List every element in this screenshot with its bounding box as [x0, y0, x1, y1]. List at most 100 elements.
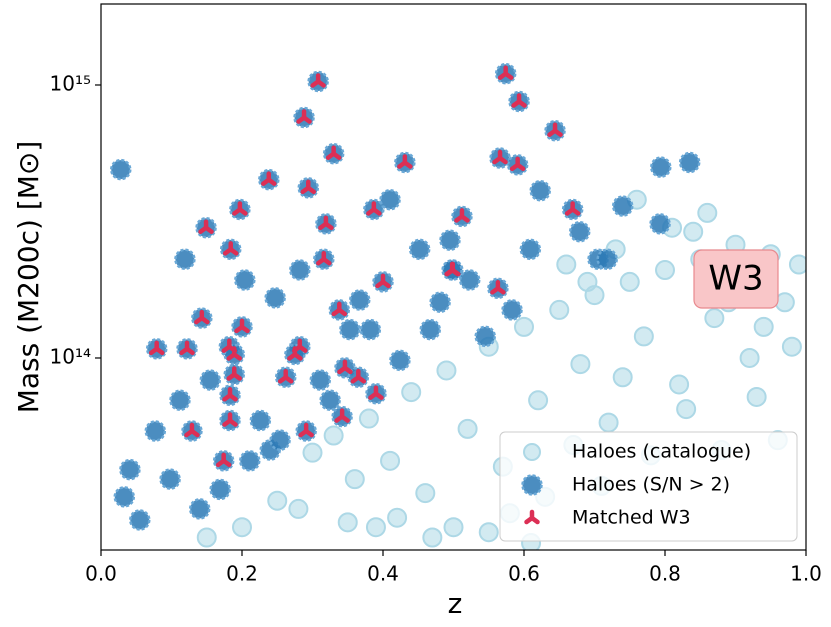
- catalogue-point: [365, 517, 386, 538]
- legend-swatch: [523, 443, 541, 461]
- legend: Haloes (catalogue) Haloes (S/N > 2) Matche…: [499, 431, 798, 542]
- detection-point: [113, 486, 136, 508]
- matched-point: [397, 154, 413, 169]
- detection-point: [234, 269, 256, 291]
- matched-point: [148, 340, 165, 356]
- detection-point: [144, 420, 167, 442]
- matched-point: [509, 156, 526, 172]
- catalogue-point: [781, 336, 802, 357]
- detection-point: [429, 291, 451, 314]
- x-tick-label: 1.0: [790, 562, 822, 586]
- matched-point: [318, 215, 334, 231]
- matched-point: [300, 179, 317, 195]
- detection-point: [501, 299, 523, 321]
- matched-point: [497, 65, 514, 80]
- x-tick-label: 0.8: [649, 562, 681, 586]
- catalogue-point: [788, 254, 806, 275]
- catalogue-point: [422, 527, 443, 548]
- x-tick-label: 0.4: [367, 562, 399, 586]
- catalogue-point: [598, 412, 619, 433]
- detection-point: [169, 389, 191, 412]
- catalogue-point: [577, 271, 598, 292]
- catalogue-point: [739, 347, 760, 368]
- annotation: W3: [693, 249, 779, 309]
- series: [196, 189, 806, 550]
- catalogue-point: [387, 507, 408, 528]
- detection-point: [309, 369, 332, 391]
- matched-point: [226, 366, 242, 381]
- matched-point: [232, 201, 248, 216]
- catalogue-point: [380, 450, 401, 471]
- matched-point: [490, 280, 506, 295]
- matched-point: [564, 201, 581, 216]
- legend-entry: Haloes (catalogue): [523, 441, 751, 463]
- matched-point: [287, 346, 303, 361]
- catalogue-point: [358, 408, 379, 429]
- legend-swatch: [521, 474, 543, 496]
- matched-point: [366, 201, 382, 216]
- catalogue-point: [676, 399, 697, 420]
- catalogue-point: [753, 316, 774, 337]
- detection-point: [348, 289, 371, 311]
- catalogue-point: [514, 316, 534, 337]
- legend-entry: Matched W3: [524, 507, 691, 529]
- detection-point: [519, 238, 542, 261]
- matched-point: [234, 318, 250, 334]
- catalogue-point: [288, 498, 309, 519]
- matched-point: [511, 93, 527, 108]
- matched-point: [184, 422, 200, 438]
- matched-point: [298, 422, 314, 438]
- catalogue-point: [232, 517, 252, 538]
- matched-point: [296, 109, 312, 124]
- matched-point: [492, 149, 508, 165]
- catalogue-point: [612, 367, 633, 388]
- matched-point: [261, 171, 277, 186]
- detection-point: [408, 238, 431, 261]
- detection-point: [649, 213, 671, 235]
- matched-point: [194, 309, 210, 325]
- catalogue-point: [196, 527, 217, 548]
- catalogue-point: [746, 386, 767, 407]
- matched-point: [337, 359, 353, 375]
- detection-point: [458, 269, 481, 291]
- legend-entry: Haloes (S/N > 2): [521, 474, 730, 496]
- matched-point: [222, 241, 239, 256]
- detection-point: [289, 259, 311, 281]
- catalogue-point: [570, 354, 591, 375]
- annotation-text: W3: [708, 259, 763, 299]
- detection-point: [264, 287, 286, 309]
- catalogue-point: [697, 202, 718, 223]
- catalogue-point: [669, 374, 690, 395]
- detection-point: [419, 318, 441, 341]
- catalogue-point: [478, 522, 499, 543]
- matched-point: [222, 387, 238, 402]
- detection-point: [119, 458, 141, 481]
- axes-frame: [100, 3, 807, 551]
- matched-point: [454, 208, 470, 223]
- detection-point: [159, 468, 181, 490]
- catalogue-point: [443, 517, 464, 538]
- detection-point: [239, 450, 261, 472]
- matched-point: [325, 145, 342, 160]
- series: [148, 65, 581, 468]
- catalogue-point: [267, 490, 288, 511]
- detection-point: [209, 478, 231, 501]
- detection-point: [389, 349, 411, 372]
- matched-point: [316, 250, 332, 266]
- catalogue-point: [457, 418, 478, 439]
- catalogue-point: [302, 442, 323, 463]
- matched-point: [331, 301, 348, 317]
- detection-point: [611, 195, 634, 217]
- catalogue-point: [655, 260, 675, 281]
- detection-point: [269, 429, 291, 451]
- catalogue-point: [401, 382, 422, 403]
- legend-label: Matched W3: [572, 507, 691, 529]
- detection-point: [188, 498, 211, 520]
- detection-point: [650, 156, 672, 178]
- y-tick-label: 10¹⁴: [50, 344, 91, 368]
- detection-point: [359, 318, 382, 341]
- matched-point: [198, 219, 214, 234]
- detection-point: [379, 188, 401, 211]
- detection-point: [339, 318, 361, 341]
